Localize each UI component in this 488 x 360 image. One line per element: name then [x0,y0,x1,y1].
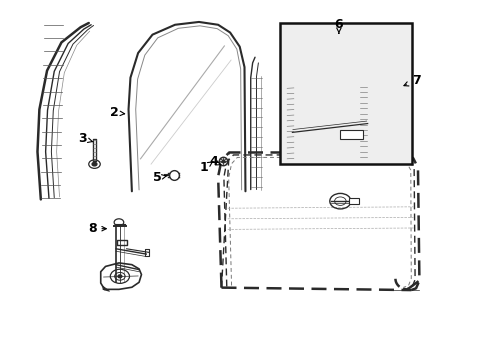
Text: 8: 8 [88,222,106,235]
Text: 5: 5 [153,171,167,184]
Text: 4: 4 [208,155,220,168]
Text: 6: 6 [334,18,343,33]
Bar [340,130,363,139]
Text: 2: 2 [109,107,124,120]
Text: 7: 7 [403,74,420,87]
Circle shape [118,275,122,278]
Circle shape [92,162,97,166]
Text: 3: 3 [78,132,92,145]
Bar [280,23,411,164]
Text: 1: 1 [199,161,213,174]
Bar [348,198,358,204]
